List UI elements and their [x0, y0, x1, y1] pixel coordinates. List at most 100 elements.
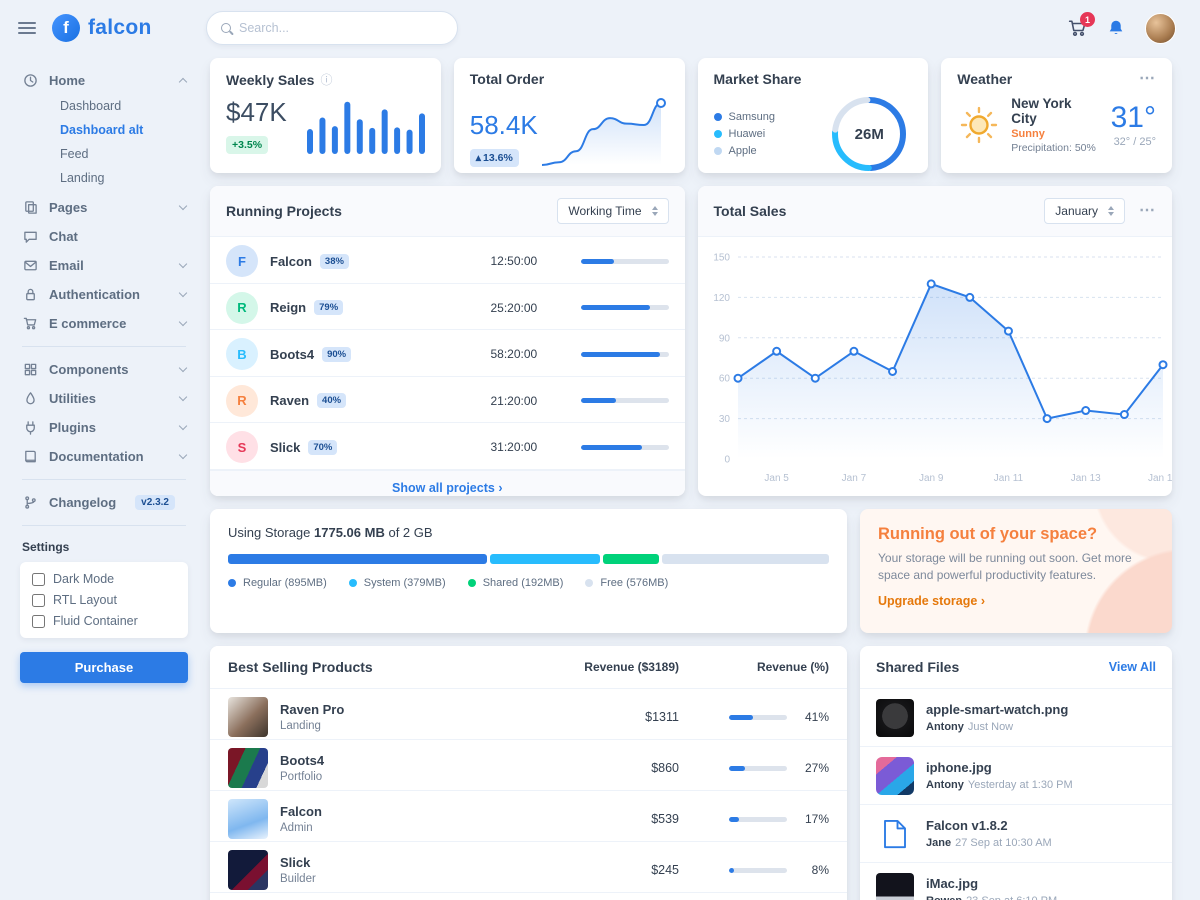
product-category[interactable]: Portfolio [280, 771, 323, 783]
weather-precipitation: Precipitation: 50% [1011, 142, 1096, 154]
sidebar-item-pages[interactable]: Pages [18, 193, 190, 222]
ellipsis-menu-icon[interactable]: ⋯ [1139, 202, 1156, 219]
working-time-select[interactable]: Working Time [557, 198, 669, 224]
upgrade-storage-link[interactable]: Upgrade storage › [878, 593, 985, 608]
project-percent-badge: 90% [322, 346, 352, 362]
sidebar-item-ecommerce[interactable]: E commerce [18, 309, 190, 338]
bell-icon [1109, 20, 1123, 35]
product-name[interactable]: Slick [280, 855, 311, 870]
file-row[interactable]: Falcon v1.8.2 Jane 27 Sep at 10:30 AM [860, 804, 1172, 862]
legend-item: Shared (192MB) [467, 577, 563, 589]
lock-icon [22, 287, 38, 302]
sidebar-item-changelog[interactable]: Changelog v2.3.2 [18, 488, 190, 517]
file-name[interactable]: iMac.jpg [926, 876, 979, 891]
view-all-link[interactable]: View All [1108, 660, 1156, 674]
project-row[interactable]: R Reign 79% 25:20:00 [210, 284, 685, 330]
project-row[interactable]: B Boots4 90% 58:20:00 [210, 330, 685, 377]
product-name[interactable]: Falcon [280, 804, 322, 819]
user-avatar[interactable] [1145, 12, 1176, 44]
revenue-progress-bar [729, 714, 787, 720]
file-name[interactable]: apple-smart-watch.png [926, 702, 1069, 717]
file-name[interactable]: iphone.jpg [926, 760, 992, 775]
search-input[interactable] [239, 21, 443, 35]
product-row[interactable]: Boots4 Portfolio $860 27% [210, 739, 847, 790]
rtl-layout-checkbox[interactable] [32, 593, 45, 607]
weekly-sales-badge: +3.5% [226, 136, 269, 154]
sidebar-item-components[interactable]: Components [18, 355, 190, 384]
book-icon [22, 449, 38, 464]
sidebar-item-email[interactable]: Email [18, 251, 190, 280]
product-category[interactable]: Admin [280, 822, 313, 834]
cart-button[interactable]: 1 [1068, 12, 1095, 37]
product-row[interactable]: Raven Pro Landing $1311 41% [210, 688, 847, 739]
sidebar-item-label: Chat [49, 229, 78, 244]
sidebar-item-label: Pages [49, 200, 88, 215]
fluid-container-checkbox[interactable] [32, 614, 45, 628]
month-select[interactable]: January [1044, 198, 1125, 224]
brand-logo[interactable]: f falcon [52, 14, 152, 42]
rtl-layout-toggle[interactable]: RTL Layout [32, 593, 176, 607]
legend-item: Free (576MB) [585, 577, 668, 589]
project-name[interactable]: Reign [270, 300, 307, 315]
weather-card: Weather ⋯ New York City Sunny Precipitat… [941, 58, 1172, 173]
sidebar-item-feed[interactable]: Feed [60, 147, 89, 161]
project-avatar: S [226, 431, 258, 463]
project-row[interactable]: S Slick 70% 31:20:00 [210, 423, 685, 470]
legend-item: Apple [713, 145, 775, 157]
sidebar-item-landing[interactable]: Landing [60, 171, 105, 185]
project-name[interactable]: Raven [270, 393, 310, 408]
project-name[interactable]: Slick [270, 439, 301, 455]
dark-mode-toggle[interactable]: Dark Mode [32, 572, 176, 586]
product-row[interactable]: Falcon Admin $539 17% [210, 790, 847, 841]
purchase-button[interactable]: Purchase [20, 652, 188, 683]
storage-segment-system [490, 554, 601, 564]
sidebar-item-dashboard-alt[interactable]: Dashboard alt [60, 123, 144, 137]
fluid-container-toggle[interactable]: Fluid Container [32, 614, 176, 628]
file-row[interactable]: iMac.jpg Rowen 23 Sep at 6:10 PM [860, 862, 1172, 900]
product-category[interactable]: Landing [280, 720, 321, 732]
chevron-right-icon: › [498, 480, 503, 495]
legend-dot [585, 579, 594, 587]
best-selling-products-card: Best Selling Products Revenue ($3189) Re… [210, 646, 847, 900]
sidebar-item-plugins[interactable]: Plugins [18, 413, 190, 442]
product-name[interactable]: Boots4 [280, 753, 325, 768]
product-name[interactable]: Raven Pro [280, 702, 345, 717]
ellipsis-menu-icon[interactable]: ⋯ [1139, 70, 1156, 87]
product-percent: 8% [811, 863, 829, 877]
file-name[interactable]: Falcon v1.8.2 [926, 818, 1008, 833]
revenue-progress-bar [729, 867, 787, 873]
sidebar-item-dashboard[interactable]: Dashboard [60, 99, 122, 113]
dark-mode-checkbox[interactable] [32, 572, 45, 586]
product-category[interactable]: Builder [280, 873, 316, 885]
project-progress-bar [580, 444, 669, 450]
project-name[interactable]: Falcon [270, 253, 312, 269]
sidebar-item-utilities[interactable]: Utilities [18, 384, 190, 413]
chat-icon [22, 229, 38, 244]
sidebar-item-home[interactable]: Home [18, 66, 190, 95]
project-name[interactable]: Boots4 [270, 346, 315, 362]
card-title: Weekly Sales [226, 71, 315, 88]
weekly-sales-bar-chart [306, 96, 425, 154]
shopping-cart-icon [22, 316, 38, 331]
sidebar-item-label: Documentation [49, 449, 144, 464]
project-row[interactable]: F Falcon 38% 12:50:00 [210, 237, 685, 284]
info-icon[interactable]: ⓘ [320, 73, 333, 87]
storage-segment-shared [603, 554, 659, 564]
hamburger-icon [18, 27, 36, 29]
search-box[interactable] [206, 11, 458, 45]
notifications-button[interactable] [1107, 19, 1125, 37]
show-all-projects-link[interactable]: Show all projects › [392, 480, 503, 495]
hamburger-menu-button[interactable] [14, 19, 40, 37]
file-row[interactable]: iphone.jpg Antony Yesterday at 1:30 PM [860, 746, 1172, 804]
product-row[interactable]: Slick Builder $245 8% [210, 841, 847, 892]
file-row[interactable]: apple-smart-watch.png Antony Just Now [860, 688, 1172, 746]
sidebar-divider [22, 479, 186, 480]
total-order-badge: ▴ 13.6% [469, 149, 519, 167]
product-row[interactable] [210, 892, 847, 900]
sidebar-item-authentication[interactable]: Authentication [18, 280, 190, 309]
sidebar-item-documentation[interactable]: Documentation [18, 442, 190, 471]
main-content: Weekly Sales ⓘ $47K +3.5% Total Order [200, 56, 1200, 900]
legend-item: Regular (895MB) [228, 577, 327, 589]
sidebar-item-chat[interactable]: Chat [18, 222, 190, 251]
project-row[interactable]: R Raven 40% 21:20:00 [210, 377, 685, 423]
